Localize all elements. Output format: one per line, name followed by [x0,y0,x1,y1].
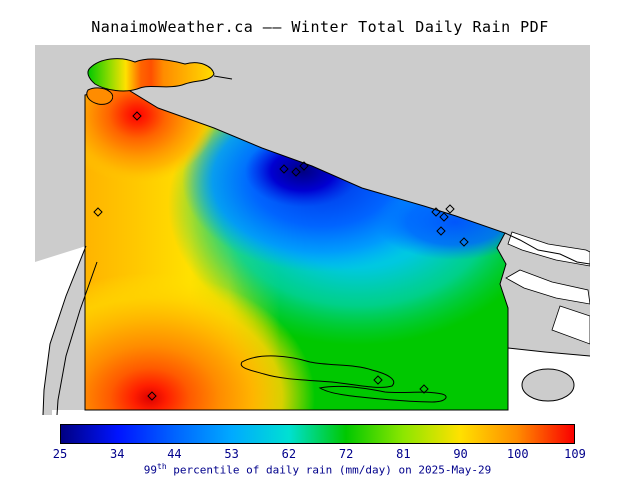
station-marker [147,391,157,401]
station-marker [279,164,289,174]
colorbar-tick: 62 [281,447,297,461]
caption-rest: percentile of daily rain (mm/day) on 202… [166,463,492,477]
station-marker [445,204,455,214]
station-markers [93,111,469,401]
colorbar-tick: 109 [564,447,586,461]
station-marker [291,167,301,177]
top-islands [86,58,233,105]
station-marker [439,212,449,222]
colorbar-tick: 34 [109,447,125,461]
station-marker [132,111,142,121]
caption-sup: th [157,462,167,471]
station-marker [299,161,309,171]
weather-map [35,45,590,415]
coastline-details [42,232,590,415]
colorbar-tick: 100 [506,447,529,461]
caption-lead: 99 [143,463,158,477]
station-marker [431,207,441,217]
colorbar-tick: 44 [167,447,182,461]
station-marker [419,384,429,394]
map-svg [35,45,590,415]
colorbar-ticks: 25 34 44 53 62 72 81 90 100 109 [53,447,586,461]
colorbar-tick: 53 [224,447,239,461]
station-marker [373,375,383,385]
station-marker [93,207,103,217]
station-marker [436,226,446,236]
colorbar-gradient [61,425,574,443]
colorbar-tick: 90 [453,447,468,461]
colorbar-tick: 72 [338,447,354,461]
colorbar-caption: 99th percentile of daily rain (mm/day) o… [60,462,575,477]
coastline-main [84,85,509,411]
station-marker [459,237,469,247]
colorbar-tick: 81 [396,447,411,461]
plot-title: NanaimoWeather.ca —— Winter Total Daily … [91,18,549,36]
colorbar-tick: 25 [52,447,68,461]
colorbar [60,424,575,444]
